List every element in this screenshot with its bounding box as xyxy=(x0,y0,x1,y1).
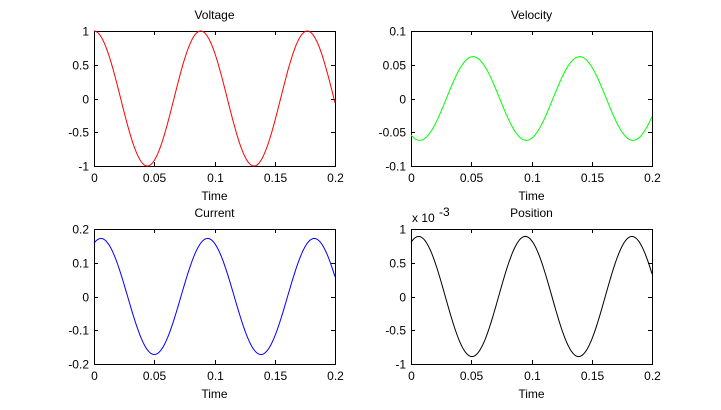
x-tick-label: 0.1 xyxy=(207,171,224,185)
x-tick-label: 0 xyxy=(91,369,98,383)
x-tick-label: 0.05 xyxy=(143,171,167,185)
axes-box xyxy=(411,229,653,365)
series-line-velocity xyxy=(410,56,653,141)
y-tick-label: -0.1 xyxy=(385,160,406,174)
x-tick-label: 0.15 xyxy=(264,171,288,185)
axes-box xyxy=(94,31,336,167)
y-tick-label: 0 xyxy=(399,93,406,107)
x-tick-label: 0.2 xyxy=(327,369,344,383)
y-tick-label: 0.5 xyxy=(389,257,406,271)
y-tick-label: 0.1 xyxy=(72,257,89,271)
y-tick-label: 0 xyxy=(399,291,406,305)
series-line-current xyxy=(93,237,336,356)
y-tick-label: 1 xyxy=(82,25,89,39)
y-tick-label: 0.2 xyxy=(72,223,89,237)
x-tick-label: 0.2 xyxy=(644,369,661,383)
y-tick-label: -0.5 xyxy=(68,126,89,140)
subplot-position: 0 0.05 0.1 0.15 0.2 -1 -0.5 0 0.5 1 x 10 -3 Position… xyxy=(385,205,661,401)
x-tick-label: 0.05 xyxy=(143,369,167,383)
subplot-voltage: 0 0.05 0.1 0.15 0.2 -1 -0.5 0 0.5 1 Voltage Time xyxy=(68,8,344,203)
y-exponent-label: x 10 xyxy=(412,211,435,225)
x-axis-label: Time xyxy=(201,189,228,203)
y-tick-label: 0.05 xyxy=(383,59,407,73)
subplot-current: 0 0.05 0.1 0.15 0.2 -0.2 -0.1 0 0.1 0.2 Current Tim… xyxy=(68,206,344,401)
series-line-position xyxy=(410,235,653,358)
x-tick-label: 0.05 xyxy=(460,369,484,383)
y-exponent-power: -3 xyxy=(439,205,450,219)
x-tick-label: 0.15 xyxy=(264,369,288,383)
plot-title: Position xyxy=(510,206,553,220)
x-axis-label: Time xyxy=(518,387,545,401)
x-tick-label: 0.15 xyxy=(581,171,605,185)
axes-box xyxy=(411,31,653,167)
y-tick-label: -1 xyxy=(395,358,406,372)
axes-box xyxy=(94,229,336,365)
y-tick-label: -0.1 xyxy=(68,324,89,338)
plot-title: Current xyxy=(194,206,235,220)
plot-title: Velocity xyxy=(511,8,552,22)
x-tick-label: 0 xyxy=(91,171,98,185)
y-tick-label: -0.05 xyxy=(379,126,407,140)
x-axis-label: Time xyxy=(518,189,545,203)
x-tick-label: 0.05 xyxy=(460,171,484,185)
y-tick-label: -0.5 xyxy=(385,324,406,338)
x-axis-label: Time xyxy=(201,387,228,401)
y-tick-label: 0.1 xyxy=(389,25,406,39)
x-tick-label: 0.1 xyxy=(524,171,541,185)
x-tick-label: 0 xyxy=(408,369,415,383)
x-tick-label: 0.15 xyxy=(581,369,605,383)
x-tick-label: 0 xyxy=(408,171,415,185)
y-tick-label: 0 xyxy=(82,93,89,107)
x-tick-label: 0.2 xyxy=(644,171,661,185)
y-tick-label: 0.5 xyxy=(72,59,89,73)
y-tick-label: 0 xyxy=(82,291,89,305)
x-tick-label: 0.1 xyxy=(207,369,224,383)
plot-title: Voltage xyxy=(194,8,234,22)
y-tick-label: -0.2 xyxy=(68,358,89,372)
x-tick-label: 0.1 xyxy=(524,369,541,383)
y-tick-label: -1 xyxy=(78,160,89,174)
y-tick-label: 1 xyxy=(399,223,406,237)
x-tick-label: 0.2 xyxy=(327,171,344,185)
series-line-voltage xyxy=(93,30,336,167)
subplot-velocity: 0 0.05 0.1 0.15 0.2 -0.1 -0.05 0 0.05 0.1 Velocity… xyxy=(379,8,662,203)
